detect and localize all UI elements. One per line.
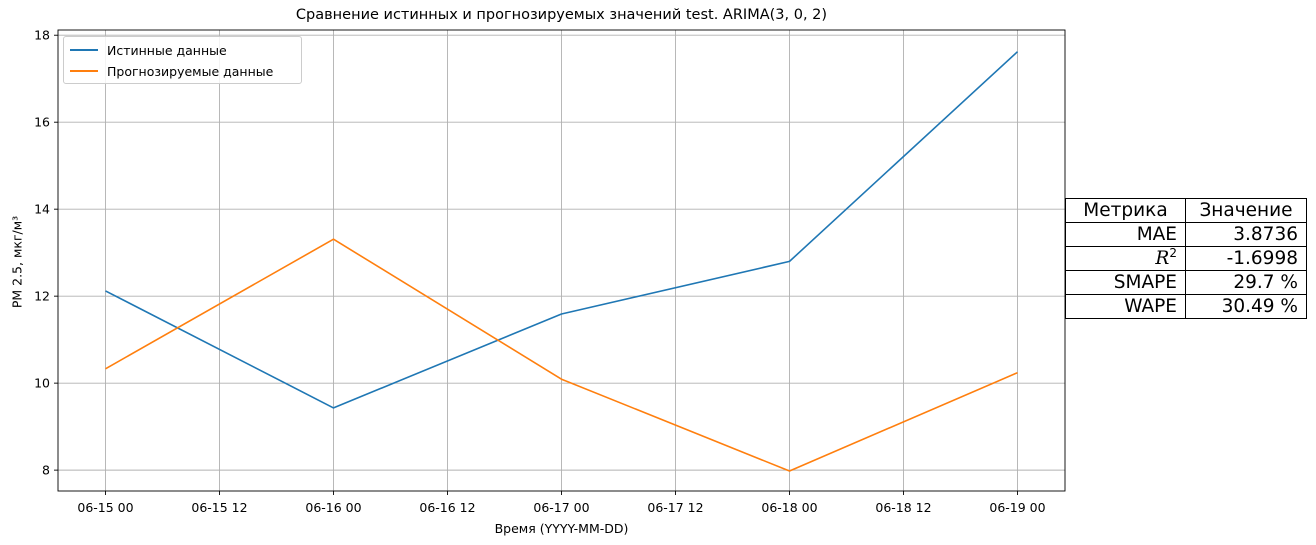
metric-name-r2: R2 [1065,246,1186,271]
metrics-header-value: Значение [1185,198,1307,223]
y-tick-label: 14 [34,202,50,217]
metrics-header-metric: Метрика [1065,198,1186,223]
metrics-row: MAE 3.8736 [1065,222,1307,247]
y-axis-label: PM 2.5, мкг/м³ [9,215,25,309]
chart-title: Сравнение истинных и прогнозируемых знач… [295,7,828,23]
metrics-row: SMAPE 29.7 % [1065,270,1307,295]
series-lines [105,51,1019,472]
axes: 06-15 00 06-15 12 06-16 00 06-16 12 06-17 00… [34,28,1066,515]
y-tick-label: 16 [34,115,50,130]
metric-value: 29.7 % [1185,270,1307,295]
x-tick-label: 06-16 00 [305,500,361,515]
legend-label-true: Истинные данные [107,42,227,58]
y-tick-label: 10 [34,376,50,391]
metric-value: 30.49 % [1185,294,1307,319]
y-tick-label: 18 [34,28,50,43]
legend-swatch-predicted [70,70,98,72]
metric-name: WAPE [1065,294,1186,319]
legend-item-true: Истинные данные [70,40,227,60]
x-tick-label: 06-18 00 [761,500,817,515]
legend-item-predicted: Прогнозируемые данные [70,61,273,81]
metrics-row: R2 -1.6998 [1065,246,1307,271]
metrics-row: WAPE 30.49 % [1065,294,1307,319]
series-line-true [105,51,1019,409]
metric-name: MAE [1065,222,1186,247]
x-tick-label: 06-15 00 [77,500,133,515]
legend-swatch-true [70,49,98,51]
x-tick-label: 06-19 00 [989,500,1045,515]
x-tick-label: 06-17 00 [533,500,589,515]
x-tick-label: 06-15 12 [191,500,247,515]
x-axis-label: Время (YYYY-MM-DD) [494,521,629,536]
metric-value: 3.8736 [1185,222,1307,247]
legend-label-predicted: Прогнозируемые данные [107,63,274,79]
legend: Истинные данные Прогнозируемые данные [63,36,302,84]
x-tick-label: 06-16 12 [419,500,475,515]
metric-value: -1.6998 [1185,246,1307,271]
x-tick-label: 06-17 12 [647,500,703,515]
grid [58,30,1065,491]
metrics-table: Метрика Значение MAE 3.8736 R2 -1.6998 S… [1065,198,1307,319]
y-tick-label: 8 [42,463,50,478]
series-line-predicted [105,238,1018,472]
metrics-header-row: Метрика Значение [1065,198,1307,223]
x-tick-label: 06-18 12 [875,500,931,515]
metric-name: SMAPE [1065,270,1186,295]
y-tick-label: 12 [34,289,50,304]
